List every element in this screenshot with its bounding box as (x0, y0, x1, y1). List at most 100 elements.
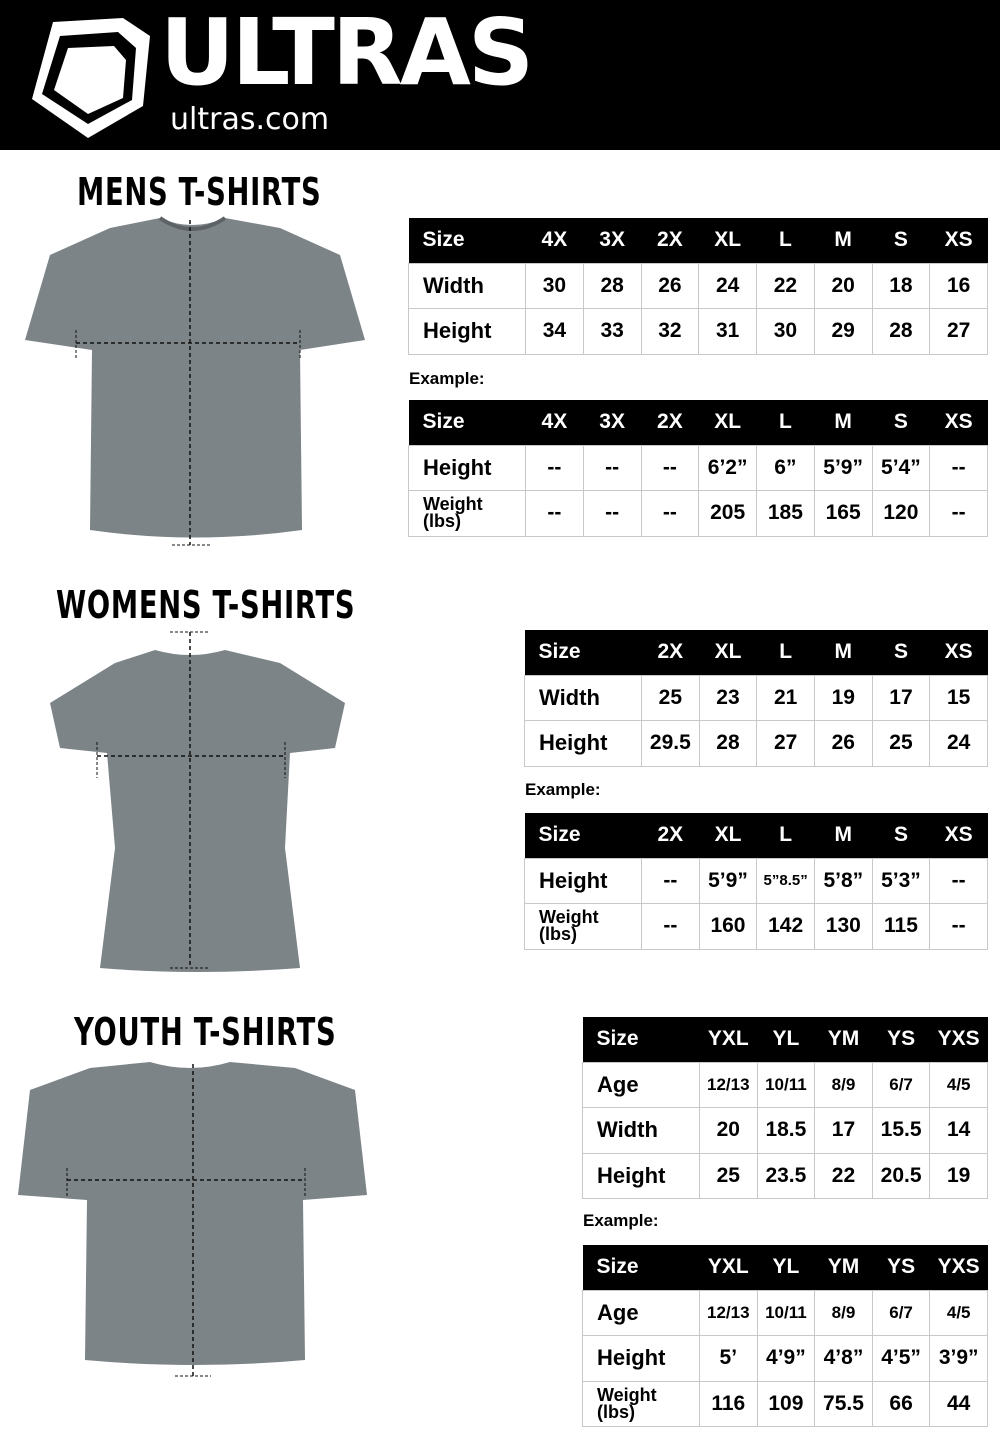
table-cell: 31 (698, 308, 757, 355)
table-cell: 116 (699, 1380, 758, 1427)
table-cell: 75.5 (814, 1380, 873, 1427)
size-column-header: 4X (525, 218, 584, 263)
table-cell: 44 (929, 1380, 988, 1427)
table-cell: 12/13 (699, 1289, 758, 1336)
table-cell: 15.5 (871, 1107, 931, 1154)
table-cell: 27 (756, 720, 815, 767)
table-cell: 27 (929, 308, 988, 355)
table-cell: 17 (814, 1107, 873, 1154)
table-cell: 29.5 (641, 720, 700, 767)
mens-example-table: Size 4X 3X 2X XL L M S XS Height -- -- -- 6’2” 6” 5’9” 5… (408, 400, 988, 537)
size-header: Size (524, 630, 642, 675)
table-cell: 8/9 (814, 1289, 873, 1336)
row-label: Height (582, 1152, 700, 1199)
size-column-header: YL (757, 1017, 815, 1062)
mens-shirt-diagram (25, 216, 365, 546)
table-row: Height 29.5 28 27 26 25 24 (524, 720, 988, 767)
table-cell: 25 (871, 720, 931, 767)
size-column-header: XS (929, 400, 988, 445)
youth-title: YOUTH T-SHIRTS (74, 1010, 337, 1054)
table-cell: 21 (756, 674, 815, 721)
table-cell: 5’9” (698, 857, 758, 904)
row-label: Width (524, 674, 642, 721)
table-cell: 10/11 (756, 1061, 816, 1108)
table-cell: 8/9 (814, 1061, 873, 1108)
womens-example-label: Example: (525, 780, 601, 799)
row-label: Width (408, 262, 526, 309)
size-column-header: YXL (699, 1017, 758, 1062)
size-column-header: 2X (641, 630, 700, 675)
table-cell: 24 (698, 262, 757, 309)
row-label: Weight (lbs) (408, 490, 526, 537)
row-label: Age (582, 1289, 700, 1336)
row-label: Width (582, 1107, 700, 1154)
row-label: Height (408, 444, 526, 491)
size-column-header: YXS (929, 1245, 988, 1290)
table-cell: 66 (871, 1380, 931, 1427)
table-row: Weight (lbs) -- 160 142 130 115 -- (524, 903, 988, 950)
table-cell: 23.5 (756, 1152, 816, 1199)
youth-example-table: Size YXL YL YM YS YXS Age 12/13 10/11 8/9 6/7 4/5 He… (582, 1245, 988, 1427)
table-cell: 5”8.5” (756, 857, 815, 904)
size-column-header: XL (698, 218, 757, 263)
table-cell: 6/7 (871, 1061, 931, 1108)
table-cell: 160 (698, 903, 758, 950)
table-cell: 15 (929, 674, 988, 721)
table-cell: 25 (699, 1152, 758, 1199)
table-row: Age 12/13 10/11 8/9 6/7 4/5 (582, 1061, 988, 1108)
size-column-header: YS (872, 1245, 930, 1290)
size-column-header: XS (929, 218, 988, 263)
size-column-header: M (814, 813, 873, 858)
size-column-header: S (872, 630, 930, 675)
table-row: Weight (lbs) 116 109 75.5 66 44 (582, 1380, 988, 1427)
table-cell: 205 (698, 490, 757, 537)
size-column-header: 3X (583, 400, 641, 445)
row-label: Height (582, 1335, 700, 1382)
table-cell: 19 (929, 1152, 988, 1199)
mens-example-label: Example: (409, 369, 485, 388)
size-column-header: YXL (699, 1245, 758, 1290)
table-cell: 4’9” (756, 1335, 816, 1382)
table-cell: 32 (640, 308, 700, 355)
youth-example-label: Example: (583, 1211, 659, 1230)
table-cell: 4/5 (929, 1061, 988, 1108)
size-column-header: YM (814, 1017, 873, 1062)
header-row: Size 4X 3X 2X XL L M S XS (408, 218, 988, 263)
mens-title: MENS T-SHIRTS (77, 170, 322, 214)
table-cell: -- (525, 444, 584, 491)
row-label: Weight (lbs) (582, 1380, 700, 1427)
table-cell: 165 (813, 490, 873, 537)
row-label: Height (408, 308, 526, 355)
table-cell: 5’ (699, 1335, 758, 1382)
brand-header: ULTRAS ultras.com (0, 0, 1000, 150)
table-row: Width 25 23 21 19 17 15 (524, 674, 988, 721)
table-cell: -- (929, 857, 988, 904)
table-row: Height 25 23.5 22 20.5 19 (582, 1152, 988, 1199)
youth-shirt-diagram (18, 1062, 367, 1377)
table-row: Age 12/13 10/11 8/9 6/7 4/5 (582, 1289, 988, 1336)
size-column-header: YM (814, 1245, 873, 1290)
table-row: Height 34 33 32 31 30 29 28 27 (408, 308, 988, 355)
site-url[interactable]: ultras.com (170, 102, 330, 137)
size-column-header: YS (872, 1017, 930, 1062)
size-column-header: S (872, 813, 930, 858)
table-row: Height 5’ 4’9” 4’8” 4’5” 3’9” (582, 1335, 988, 1382)
table-cell: 20 (813, 262, 873, 309)
size-header: Size (582, 1017, 700, 1062)
header-row: Size YXL YL YM YS YXS (582, 1245, 988, 1290)
table-cell: 6/7 (871, 1289, 931, 1336)
table-cell: -- (929, 444, 988, 491)
size-column-header: XS (929, 630, 988, 675)
ultras-shield-logo (32, 18, 150, 138)
row-label: Height (524, 720, 642, 767)
table-cell: 19 (813, 674, 873, 721)
table-cell: 34 (525, 308, 584, 355)
size-column-header: XS (929, 813, 988, 858)
table-cell: 109 (756, 1380, 816, 1427)
size-column-header: YXS (929, 1017, 988, 1062)
size-column-header: M (814, 218, 872, 263)
table-cell: 12/13 (699, 1061, 758, 1108)
table-cell: 14 (929, 1107, 988, 1154)
size-column-header: L (756, 400, 815, 445)
table-cell: -- (525, 490, 584, 537)
